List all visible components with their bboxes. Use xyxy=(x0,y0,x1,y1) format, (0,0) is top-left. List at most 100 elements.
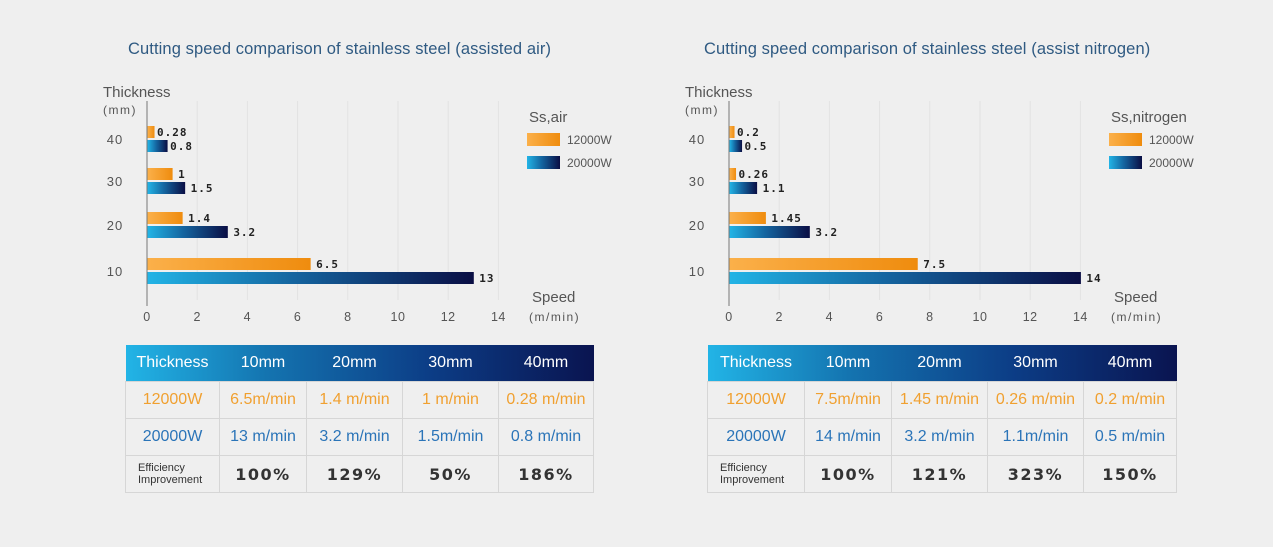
data-label: 7.5 xyxy=(923,258,946,271)
y-tick-label: 20 xyxy=(689,218,705,233)
data-label: 1.4 xyxy=(188,212,211,225)
legend-label: 20000W xyxy=(1149,156,1194,170)
x-tick-label: 14 xyxy=(1073,310,1088,324)
x-tick-label: 10 xyxy=(391,310,406,324)
legend-title: Ss,air xyxy=(529,109,567,126)
efficiency-cell: 129% xyxy=(306,455,403,493)
table-cell: 1.5m/min xyxy=(402,418,499,456)
chart-title: Cutting speed comparison of stainless st… xyxy=(704,40,1151,58)
table-cell: 7.5m/min xyxy=(804,381,892,419)
spec-table-assist-nitrogen: Thickness 10mm 20mm 30mm 40mm 12000W 7.5… xyxy=(707,345,1177,493)
table-row-20000w: 20000W 14 m/min 3.2 m/min 1.1m/min 0.5 m… xyxy=(707,418,1177,456)
data-label: 1.45 xyxy=(771,212,802,225)
table-header-row: Thickness 10mm 20mm 30mm 40mm xyxy=(707,345,1177,382)
bar-20000w-30mm xyxy=(147,182,186,194)
x-tick-label: 10 xyxy=(973,310,988,324)
table-cell: 1.45 m/min xyxy=(891,381,988,419)
data-label: 13 xyxy=(479,272,494,285)
data-label: 1.1 xyxy=(763,182,786,195)
x-tick-label: 2 xyxy=(193,310,200,324)
table-row-efficiency: Efficiency Improvement 100% 121% 323% 150… xyxy=(707,455,1177,493)
x-tick-label: 2 xyxy=(775,310,782,324)
y-tick-label: 40 xyxy=(107,132,123,147)
x-tick-label: 4 xyxy=(826,310,833,324)
spec-table-assisted-air: Thickness 10mm 20mm 30mm 40mm 12000W 6.5… xyxy=(125,345,594,493)
data-label: 0.5 xyxy=(745,140,768,153)
efficiency-cell: 100% xyxy=(219,455,307,493)
bar-20000w-40mm xyxy=(729,140,743,152)
y-axis-unit: (mm) xyxy=(103,103,137,117)
bar-12000w-20mm xyxy=(147,212,183,224)
data-label: 0.28 xyxy=(157,126,188,139)
x-tick-label: 4 xyxy=(244,310,251,324)
row-label: 20000W xyxy=(707,418,805,456)
efficiency-cell: 121% xyxy=(891,455,988,493)
y-tick-label: 30 xyxy=(107,174,123,189)
bar-12000w-30mm xyxy=(729,168,737,180)
y-tick-label: 40 xyxy=(689,132,705,147)
efficiency-label: Efficiency Improvement xyxy=(707,455,805,493)
data-label: 1 xyxy=(178,168,186,181)
legend-title: Ss,nitrogen xyxy=(1111,109,1187,126)
bar-chart-assisted-air: 0 2 4 6 8 10 12 14 Thickness (mm) Speed (m/min) 40 0.… xyxy=(103,84,612,324)
table-cell: 14 m/min xyxy=(804,418,892,456)
x-tick-label: 12 xyxy=(1023,310,1038,324)
efficiency-cell: 186% xyxy=(498,455,594,493)
x-tick-label: 6 xyxy=(294,310,301,324)
data-label: 6.5 xyxy=(316,258,339,271)
table-cell: 13 m/min xyxy=(219,418,307,456)
header-cell: 20mm xyxy=(332,354,377,371)
header-cell: 10mm xyxy=(825,354,871,371)
legend-swatch-12000w xyxy=(527,133,560,146)
bar-20000w-40mm xyxy=(147,140,168,152)
table-cell: 0.26 m/min xyxy=(987,381,1084,419)
chart-title: Cutting speed comparison of stainless st… xyxy=(128,40,552,58)
row-label: 12000W xyxy=(707,381,805,419)
bar-20000w-10mm xyxy=(147,272,474,284)
bar-chart-assist-nitrogen: 0 2 4 6 8 10 12 14 Thickness (mm) Speed (m/min) 40 0.… xyxy=(685,84,1194,324)
legend-swatch-20000w xyxy=(527,156,560,169)
data-label: 3.2 xyxy=(233,226,256,239)
table-cell: 1.4 m/min xyxy=(306,381,403,419)
row-label: 12000W xyxy=(125,381,220,419)
bar-20000w-20mm xyxy=(147,226,228,238)
table-header-row: Thickness 10mm 20mm 30mm 40mm xyxy=(125,345,594,382)
y-tick-label: 30 xyxy=(689,174,705,189)
table-row-efficiency: Efficiency Improvement 100% 129% 50% 186% xyxy=(125,455,594,493)
bar-20000w-20mm xyxy=(729,226,810,238)
panel-assisted-air: Cutting speed comparison of stainless st… xyxy=(0,0,636,547)
table-row-20000w: 20000W 13 m/min 3.2 m/min 1.5m/min 0.8 m… xyxy=(125,418,594,456)
y-axis-unit: (mm) xyxy=(685,103,719,117)
x-tick-label: 8 xyxy=(926,310,933,324)
table-cell: 1.1m/min xyxy=(987,418,1084,456)
x-axis-title: Speed xyxy=(532,289,575,306)
x-axis-title: Speed xyxy=(1114,289,1157,306)
y-axis-title: Thickness xyxy=(103,84,171,101)
table-cell: 0.28 m/min xyxy=(498,381,594,419)
row-label: 20000W xyxy=(125,418,220,456)
header-cell: 40mm xyxy=(1107,354,1153,371)
header-cell: Thickness xyxy=(136,354,209,371)
x-axis-unit: (m/min) xyxy=(529,310,580,324)
table-row-12000w: 12000W 6.5m/min 1.4 m/min 1 m/min 0.28 m… xyxy=(125,381,594,419)
data-label: 0.8 xyxy=(170,140,193,153)
table-cell: 0.8 m/min xyxy=(498,418,594,456)
panel-assist-nitrogen: Cutting speed comparison of stainless st… xyxy=(582,0,1218,547)
bar-20000w-30mm xyxy=(729,182,758,194)
legend-swatch-12000w xyxy=(1109,133,1142,146)
x-axis-unit: (m/min) xyxy=(1111,310,1162,324)
y-tick-label: 10 xyxy=(107,264,123,279)
x-tick-label: 12 xyxy=(441,310,456,324)
x-tick-label: 0 xyxy=(143,310,150,324)
legend-label: 20000W xyxy=(567,156,612,170)
data-label: 3.2 xyxy=(815,226,838,239)
header-cell: 20mm xyxy=(917,354,962,371)
x-tick-label: 6 xyxy=(876,310,883,324)
y-axis-title: Thickness xyxy=(685,84,753,101)
efficiency-cell: 50% xyxy=(402,455,499,493)
efficiency-cell: 150% xyxy=(1083,455,1177,493)
table-row-12000w: 12000W 7.5m/min 1.45 m/min 0.26 m/min 0.… xyxy=(707,381,1177,419)
bar-20000w-10mm xyxy=(729,272,1081,284)
header-cell: 30mm xyxy=(1013,354,1058,371)
y-tick-label: 20 xyxy=(107,218,123,233)
